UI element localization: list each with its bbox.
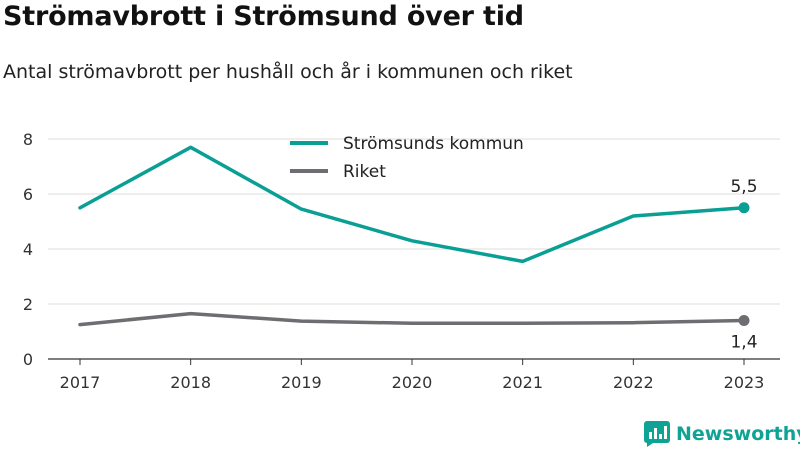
y-tick-label: 0 xyxy=(23,350,33,369)
x-tick-label: 2019 xyxy=(281,373,322,392)
grid-lines xyxy=(48,138,780,360)
end-value-label: 1,4 xyxy=(730,333,757,353)
series-endpoint xyxy=(738,315,750,326)
y-tick-label: 8 xyxy=(23,130,33,149)
chart-subtitle: Antal strömavbrott per hushåll och år i … xyxy=(3,61,573,83)
series-lines xyxy=(78,145,750,327)
series-endpoint xyxy=(738,202,750,214)
end-labels: 5,5 1,4 xyxy=(730,177,757,353)
x-tick-label: 2020 xyxy=(392,373,433,392)
legend-label: Riket xyxy=(343,162,386,182)
x-tick-label: 2017 xyxy=(60,373,101,392)
y-tick-labels: 0 2 4 6 8 xyxy=(23,130,33,369)
y-tick-label: 2 xyxy=(23,295,33,314)
newsworthy-logo-icon xyxy=(644,421,670,447)
brand-name: Newsworthy xyxy=(676,423,800,445)
legend-label: Strömsunds kommun xyxy=(343,134,524,154)
x-tick-label: 2022 xyxy=(613,373,654,392)
series-line-kommun xyxy=(78,145,746,264)
x-tick-label: 2023 xyxy=(724,373,765,392)
y-tick-label: 4 xyxy=(23,240,33,259)
series-line-riket xyxy=(78,311,746,327)
x-tick-label: 2021 xyxy=(502,373,543,392)
end-value-label: 5,5 xyxy=(730,177,757,197)
brand-logo: Newsworthy xyxy=(644,420,800,448)
x-tick-label: 2018 xyxy=(170,373,211,392)
chart-title: Strömavbrott i Strömsund över tid xyxy=(3,1,524,32)
legend: Strömsunds kommun Riket xyxy=(290,134,524,182)
x-tick-labels: 2017 2018 2019 2020 2021 2022 2023 xyxy=(60,359,765,392)
y-tick-label: 6 xyxy=(23,185,33,204)
